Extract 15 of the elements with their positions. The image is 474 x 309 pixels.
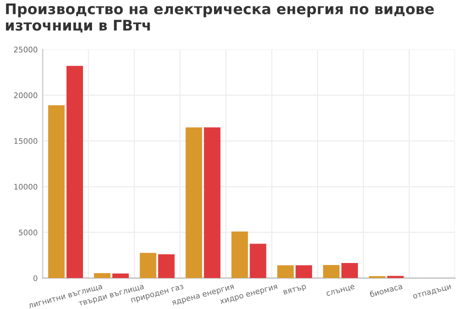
bar (277, 265, 294, 278)
bar (186, 127, 202, 278)
bar (94, 273, 110, 278)
bar (341, 263, 358, 278)
bar (66, 66, 83, 278)
bar (158, 254, 175, 278)
chart-title: Производство на електрическа енергия по видове източници в ГВтч (6, 4, 434, 33)
bar (112, 274, 129, 278)
bar (48, 105, 65, 278)
bar (250, 244, 266, 278)
bar (140, 252, 156, 278)
bar (204, 127, 220, 278)
bar (231, 232, 248, 278)
bar (296, 265, 312, 278)
bar (323, 265, 340, 278)
